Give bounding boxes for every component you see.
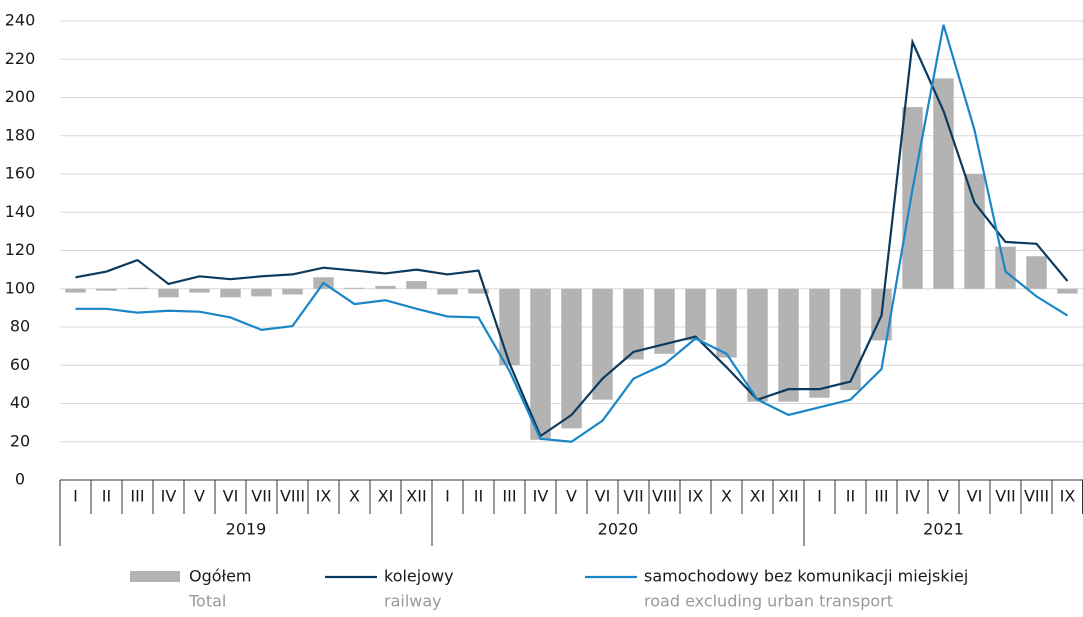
bar <box>1057 288 1078 294</box>
bar <box>530 288 551 440</box>
x-tick-label: I <box>817 487 822 506</box>
x-tick-label: V <box>566 487 577 506</box>
x-tick-label: VIII <box>1024 487 1049 506</box>
group-label: 2020 <box>598 520 639 539</box>
bar <box>747 288 768 402</box>
y-tick-label: 80 <box>10 317 30 336</box>
bar <box>96 288 117 291</box>
x-tick-label: IX <box>688 487 704 506</box>
x-tick-label: II <box>846 487 855 506</box>
bar <box>809 288 830 398</box>
bar <box>220 288 241 298</box>
x-tick-label: V <box>938 487 949 506</box>
bar <box>840 288 861 391</box>
bar <box>158 288 179 298</box>
bar <box>933 78 954 289</box>
x-tick-label: IV <box>533 487 549 506</box>
bar <box>623 288 644 360</box>
y-tick-label: 220 <box>5 49 36 68</box>
x-tick-label: III <box>874 487 888 506</box>
legend-label: samochodowy bez komunikacji miejskiej <box>644 567 968 586</box>
bar <box>561 288 582 429</box>
x-tick-label: X <box>721 487 732 506</box>
bar <box>251 288 272 297</box>
bar <box>778 288 799 402</box>
x-tick-label: VII <box>995 487 1015 506</box>
x-tick-label: IV <box>161 487 177 506</box>
x-tick-label: V <box>194 487 205 506</box>
x-tick-label: I <box>445 487 450 506</box>
x-tick-label: XII <box>778 487 798 506</box>
bar <box>375 285 396 289</box>
x-tick-label: X <box>349 487 360 506</box>
x-tick-label: VI <box>967 487 983 506</box>
bar <box>406 281 427 289</box>
x-tick-label: VII <box>623 487 643 506</box>
legend-sublabel: Total <box>188 592 226 611</box>
legend-label: Ogółem <box>189 567 252 586</box>
y-tick-label: 140 <box>5 202 36 221</box>
y-tick-label: 240 <box>5 11 36 30</box>
y-tick-label: 100 <box>5 278 36 297</box>
y-tick-label: 200 <box>5 87 36 106</box>
y-tick-label: 40 <box>10 393 30 412</box>
legend-swatch <box>130 571 180 582</box>
x-tick-label: II <box>474 487 483 506</box>
bar <box>282 288 303 295</box>
x-tick-label: XI <box>750 487 766 506</box>
bar <box>964 174 985 289</box>
legend-sublabel: railway <box>384 592 442 611</box>
bar <box>685 288 706 341</box>
legend-label: kolejowy <box>384 567 454 586</box>
group-label: 2021 <box>923 520 964 539</box>
bar <box>654 288 675 354</box>
y-tick-label: 60 <box>10 355 30 374</box>
x-tick-label: XII <box>406 487 426 506</box>
x-tick-label: IX <box>316 487 332 506</box>
bar <box>189 288 210 293</box>
bar <box>344 287 365 289</box>
bar <box>127 287 148 289</box>
x-tick-label: IV <box>905 487 921 506</box>
bar <box>592 288 613 400</box>
x-tick-label: I <box>73 487 78 506</box>
bar <box>468 288 489 294</box>
x-tick-label: VI <box>595 487 611 506</box>
x-tick-label: VI <box>223 487 239 506</box>
x-tick-label: IX <box>1060 487 1076 506</box>
line <box>75 37 1069 438</box>
bar <box>499 288 520 366</box>
x-tick-label: VIII <box>652 487 677 506</box>
bar <box>437 288 458 295</box>
x-tick-label: III <box>130 487 144 506</box>
bar <box>1026 256 1047 289</box>
line <box>75 24 1069 443</box>
bar <box>65 288 86 293</box>
bar <box>716 288 737 358</box>
x-tick-label: XI <box>378 487 394 506</box>
y-tick-label: 20 <box>10 431 30 450</box>
x-tick-label: VIII <box>280 487 305 506</box>
group-label: 2019 <box>226 520 267 539</box>
x-tick-label: III <box>502 487 516 506</box>
legend-sublabel: road excluding urban transport <box>644 592 893 611</box>
x-tick-label: VII <box>251 487 271 506</box>
y-tick-label: 180 <box>5 125 36 144</box>
x-tick-label: II <box>102 487 111 506</box>
bar <box>902 107 923 289</box>
y-tick-label: 0 <box>15 470 25 489</box>
y-tick-label: 160 <box>5 164 36 183</box>
y-tick-label: 120 <box>5 240 36 259</box>
